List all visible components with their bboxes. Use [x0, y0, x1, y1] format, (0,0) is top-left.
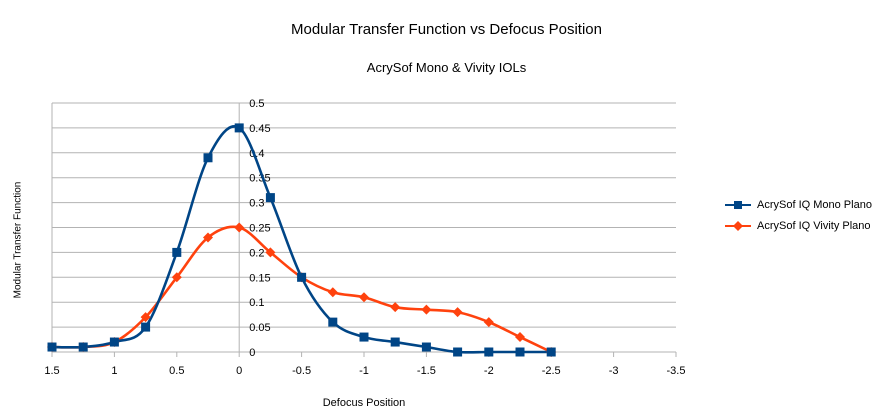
legend-key-mono [725, 200, 751, 209]
data-point-mono [78, 342, 88, 352]
y-tick-label: 0.45 [249, 123, 270, 135]
x-axis-label: Defocus Position [322, 397, 406, 409]
data-point-vivity [359, 292, 369, 303]
data-point-vivity [390, 302, 401, 313]
data-point-mono [484, 347, 494, 357]
data-point-mono [203, 153, 213, 163]
data-point-vivity [327, 287, 338, 298]
x-tick-label: -1 [359, 365, 369, 377]
data-point-mono [297, 272, 307, 282]
series-line-1 [51, 225, 552, 354]
x-tick-label: 0 [236, 365, 242, 377]
data-point-mono [515, 347, 525, 357]
data-point-mono [172, 247, 182, 257]
data-point-mono [234, 123, 244, 133]
data-point-vivity [452, 307, 463, 318]
x-tick-label: 1 [111, 365, 117, 377]
data-point-mono [328, 317, 338, 327]
legend-item-vivity: AcrySof IQ Vivity Plano [725, 215, 872, 236]
x-tick-label: -3.5 [667, 365, 686, 377]
y-tick-label: 0.2 [249, 247, 264, 259]
y-axis-label: Modular Transfer Function [12, 181, 24, 299]
y-tick-label: 0.35 [249, 173, 270, 185]
data-point-vivity [171, 272, 182, 283]
legend-item-mono: AcrySof IQ Mono Plano [725, 194, 872, 215]
data-point-vivity [421, 304, 432, 315]
y-tick-label: 0.05 [249, 322, 270, 334]
data-point-vivity [483, 317, 494, 328]
y-tick-label: 0.15 [249, 272, 270, 284]
x-tick-label: 1.5 [44, 365, 59, 377]
data-point-mono [390, 337, 400, 347]
x-tick-label: -2.5 [542, 365, 561, 377]
chart-title: Modular Transfer Function vs Defocus Pos… [291, 21, 602, 38]
x-tick-label: -0.5 [292, 365, 311, 377]
data-point-mono [141, 322, 151, 332]
data-point-vivity [203, 232, 213, 243]
data-point-vivity [234, 222, 245, 233]
data-point-vivity [140, 312, 151, 323]
x-tick-label: -3 [609, 365, 619, 377]
x-tick-label: -2 [484, 365, 494, 377]
y-tick-label: 0.25 [249, 223, 270, 235]
legend-label-vivity: AcrySof IQ Vivity Plano [757, 219, 871, 232]
data-point-mono [109, 337, 119, 347]
data-point-mono [453, 347, 463, 357]
data-point-mono [359, 332, 369, 342]
data-point-mono [546, 347, 556, 357]
y-tick-label: 0.5 [249, 98, 264, 110]
y-tick-label: 0.3 [249, 198, 264, 210]
chart-legend: AcrySof IQ Mono Plano AcrySof IQ Vivity … [725, 194, 872, 236]
x-tick-label: -1.5 [417, 365, 436, 377]
legend-label-mono: AcrySof IQ Mono Plano [757, 198, 872, 211]
data-point-mono [421, 342, 431, 352]
chart-subtitle: AcrySof Mono & Vivity IOLs [366, 60, 527, 75]
data-point-vivity [515, 332, 525, 343]
data-point-mono [265, 193, 275, 203]
y-tick-label: 0 [249, 347, 255, 359]
data-point-mono [47, 342, 57, 352]
data-point-vivity [265, 247, 276, 258]
legend-key-vivity [725, 220, 751, 231]
x-tick-label: 0.5 [169, 365, 184, 377]
y-tick-label: 0.1 [249, 297, 264, 309]
